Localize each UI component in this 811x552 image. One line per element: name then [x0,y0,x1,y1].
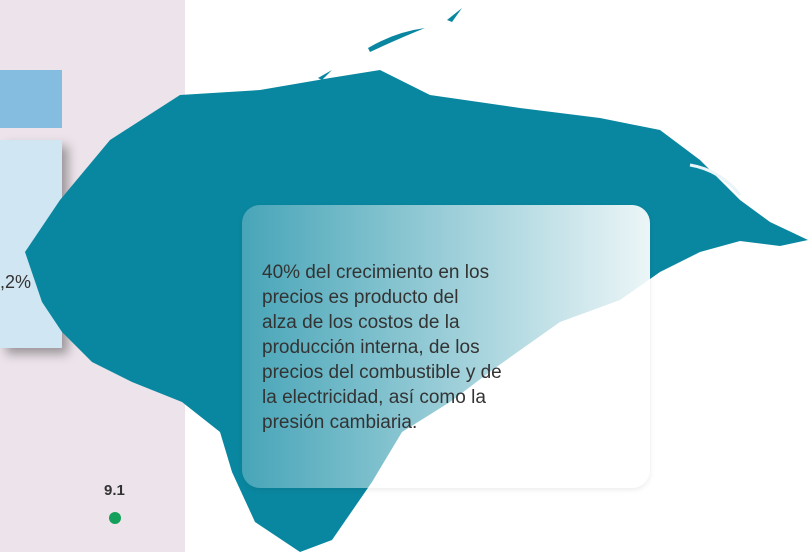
bar [0,70,62,128]
note-line: producción interna, de los [262,337,480,358]
island [447,8,462,22]
note-line: alza de los costos de la [262,312,460,333]
island [318,70,332,80]
note-card: 40% del crecimiento en los precios es pro… [242,205,650,488]
note-line: precios del combustible y de [262,362,502,383]
note-line: precios es producto del [262,287,459,308]
island [368,28,425,52]
value-label: 9.1 [104,482,125,499]
percent-label: ,2% [0,272,32,292]
coast-detail [689,163,742,196]
note-text: 40% del crecimiento en los precios es pro… [262,260,502,435]
note-line: 40% del crecimiento en los [262,262,490,283]
note-line: la electricidad, así como la [262,387,486,408]
point [109,512,121,524]
note-line: presión cambiaria. [262,412,418,433]
